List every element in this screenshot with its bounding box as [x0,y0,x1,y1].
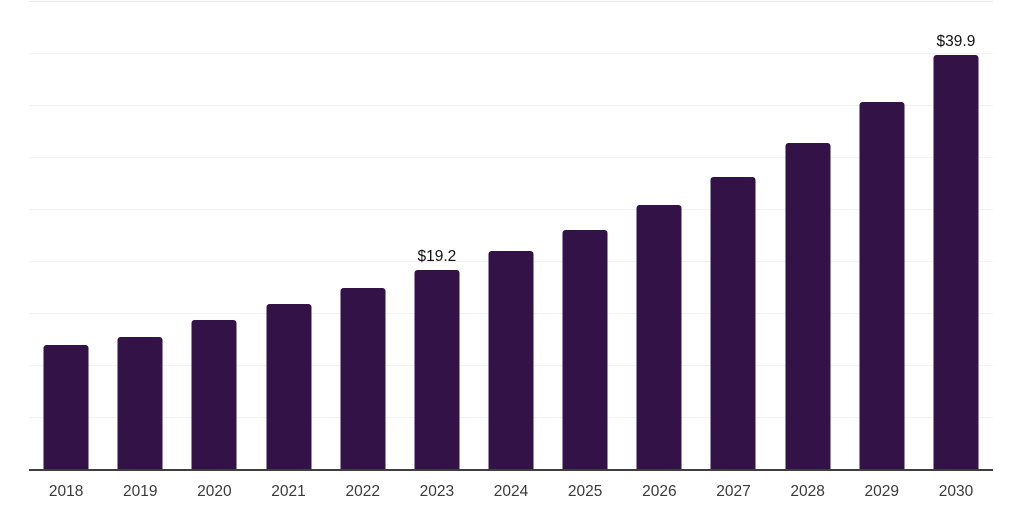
bar-column-2027 [696,2,770,470]
bar-2026 [636,204,682,470]
x-tick-label-2022: 2022 [345,483,380,500]
x-tick-label-2027: 2027 [716,483,751,500]
x-tick-label-2025: 2025 [567,483,603,500]
bar-column-2021 [251,2,325,470]
bar-column-2025 [548,2,622,470]
bar-2020 [191,320,237,470]
bar-2018 [43,345,89,470]
x-tick-label-2020: 2020 [197,483,232,500]
bar-column-2018 [29,2,103,470]
bar-2030 [933,55,979,470]
bar-column-2029 [845,2,919,470]
x-tick-label-2021: 2021 [271,483,306,500]
x-tick-label-2030: 2030 [938,483,974,500]
plot-area: $19.2 $39.9 [29,1,993,471]
x-tick-label-2029: 2029 [864,483,900,500]
x-tick-label-2023: 2023 [419,483,455,500]
bar-2021 [266,303,312,470]
gridline-25 [29,209,993,210]
bar-column-2026 [622,2,696,470]
gridline-30 [29,157,993,158]
bar-column-2023: $19.2 [400,2,474,470]
x-axis-line [29,469,993,471]
bar-column-2019 [103,2,177,470]
bar-column-2024 [474,2,548,470]
x-axis-tick-labels: 2018 2019 2020 2021 2022 2023 2024 2025 2026 2027… [29,471,993,500]
x-tick-label-2028: 2028 [790,483,825,500]
gridline-35 [29,105,993,106]
x-tick-label-2018: 2018 [48,483,84,500]
x-tick-label-2024: 2024 [493,483,529,500]
bar-2027 [710,176,756,470]
bar-2024 [488,250,534,470]
bar-column-2030: $39.9 [919,2,993,470]
bar-column-2022 [326,2,400,470]
bar-2023 [414,270,460,470]
gridline-40 [29,53,993,54]
x-tick-label-2026: 2026 [642,483,677,500]
bars-container: $19.2 $39.9 [29,2,993,470]
bar-column-2020 [177,2,251,470]
value-label-2023: $19.2 [417,247,457,265]
bar-2029 [859,101,905,470]
gridline-45 [29,1,993,2]
bar-2028 [785,143,831,470]
bar-2022 [340,288,386,470]
value-label-2030: $39.9 [936,32,976,50]
bar-column-2028 [771,2,845,470]
bar-2025 [562,229,608,470]
bar-2019 [117,336,163,470]
x-tick-label-2019: 2019 [122,483,158,500]
